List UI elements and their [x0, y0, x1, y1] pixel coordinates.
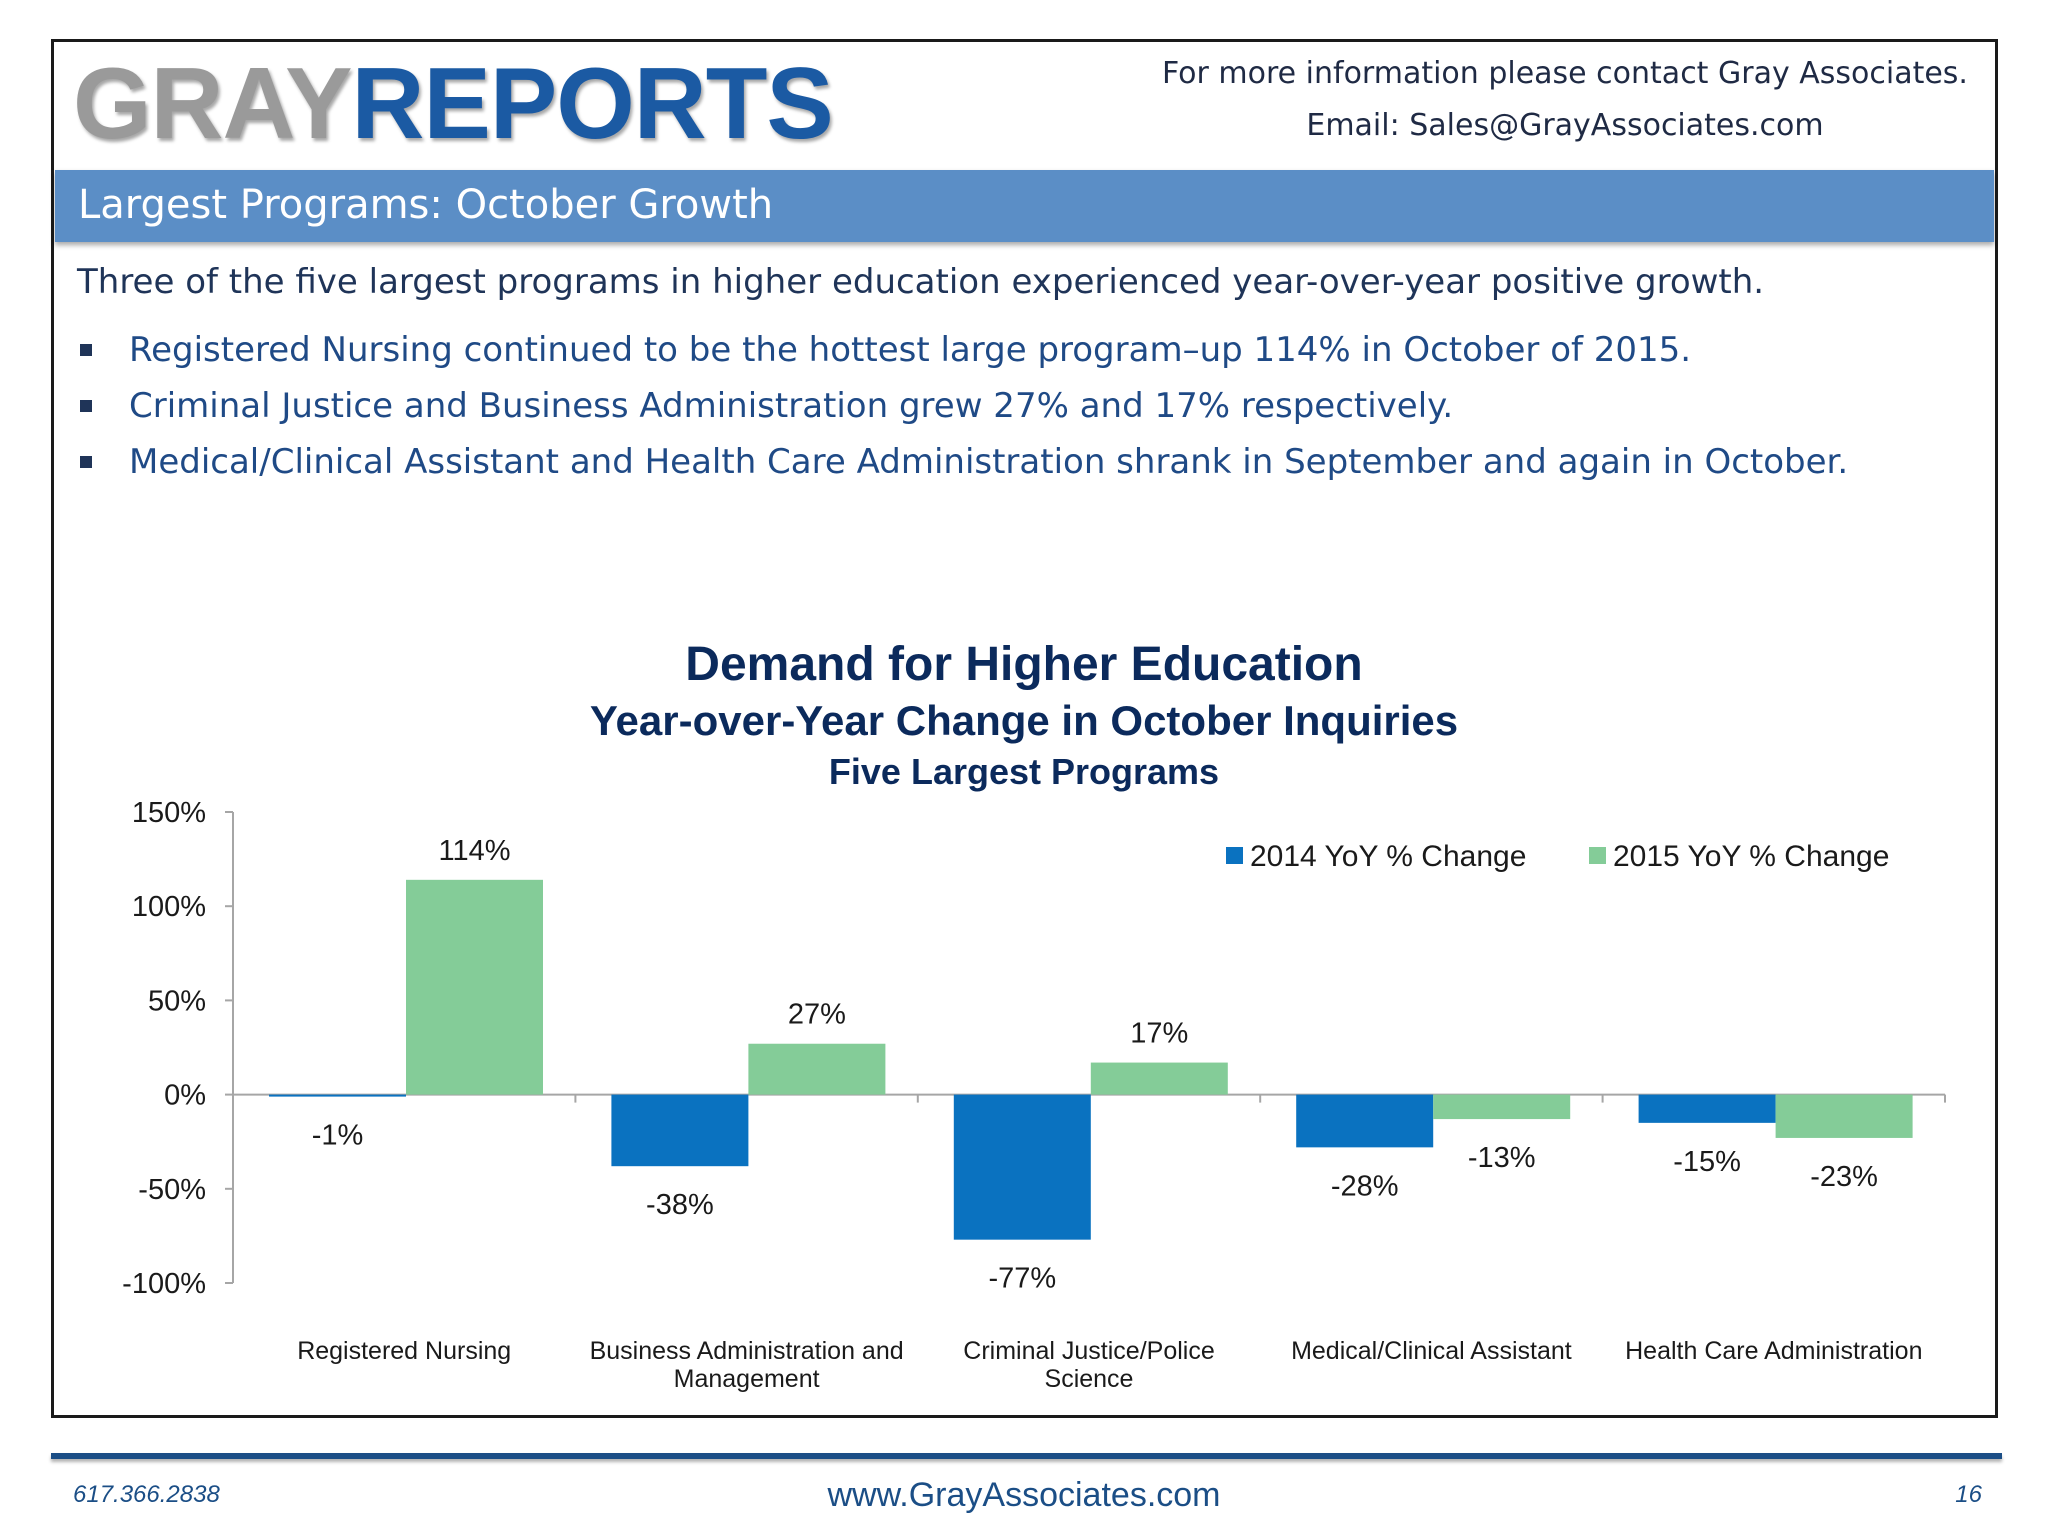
legend-swatch — [1589, 847, 1606, 864]
bullet-square-icon — [80, 400, 92, 412]
x-category-label: Health Care Administration — [1625, 1337, 1922, 1365]
contact-info: For more information please contact Gray… — [1150, 48, 1980, 152]
data-label: -28% — [1331, 1170, 1399, 1202]
y-tick-label: 50% — [148, 985, 206, 1017]
bar — [1775, 1094, 1913, 1138]
x-category-label: Registered Nursing — [297, 1337, 511, 1365]
data-label: -38% — [646, 1189, 714, 1221]
logo-gray-text: GRAY — [73, 48, 353, 160]
gray-reports-logo: GRAYREPORTS — [73, 54, 834, 155]
x-category-label: Business Administration and — [590, 1337, 904, 1365]
bullet-text: Registered Nursing continued to be the h… — [129, 330, 1692, 370]
data-label: 27% — [788, 999, 846, 1031]
bullet-text: Medical/Clinical Assistant and Health Ca… — [129, 442, 1849, 482]
data-label: -15% — [1673, 1146, 1741, 1178]
bullet-square-icon — [80, 344, 92, 356]
x-category-label: Medical/Clinical Assistant — [1291, 1337, 1572, 1365]
bar — [269, 1094, 406, 1097]
data-label: 17% — [1130, 1018, 1188, 1050]
chart-subtitle: Year-over-Year Change in October Inquiri… — [589, 697, 1459, 744]
bullet-text: Criminal Justice and Business Administra… — [129, 386, 1454, 426]
page-number: 16 — [1955, 1481, 1982, 1508]
bar — [748, 1043, 886, 1095]
footer-website-link[interactable]: www.GrayAssociates.com — [827, 1476, 1221, 1514]
chart-subtitle-2: Five Largest Programs — [828, 751, 1220, 792]
bullet-square-icon — [80, 456, 92, 468]
legend-label: 2015 YoY % Change — [1613, 840, 1889, 873]
data-label: -23% — [1810, 1161, 1878, 1193]
x-category-label: Management — [674, 1365, 820, 1393]
data-label: -1% — [312, 1119, 364, 1151]
bullet-list: Registered Nursing continued to be the h… — [77, 322, 1848, 490]
chart-title: Demand for Higher Education — [685, 638, 1363, 691]
slide-title: Largest Programs: October Growth — [78, 182, 774, 228]
footer-divider — [51, 1453, 2002, 1459]
y-tick-label: 150% — [132, 797, 206, 829]
bullet-item: Medical/Clinical Assistant and Health Ca… — [77, 434, 1848, 490]
x-category-label: Criminal Justice/Police — [963, 1337, 1214, 1365]
data-label: -13% — [1468, 1142, 1536, 1174]
bar-chart: 150% 100% 50% 0% -50% -100% -1% 114% Registered … — [122, 797, 1946, 1393]
bar — [1638, 1094, 1776, 1123]
x-category-label: Science — [1045, 1365, 1134, 1393]
data-label: 114% — [438, 835, 510, 867]
bar — [1296, 1094, 1434, 1148]
slide-title-bar: Largest Programs: October Growth — [55, 170, 1994, 242]
logo-reports-text: REPORTS — [351, 48, 834, 160]
data-label: -77% — [988, 1263, 1056, 1295]
contact-line: For more information please contact Gray… — [1162, 56, 1968, 91]
footer-phone: 617.366.2838 — [73, 1481, 220, 1508]
y-tick-label: 100% — [132, 891, 206, 923]
bar — [1090, 1062, 1228, 1095]
y-tick-label: 0% — [164, 1080, 206, 1112]
bar — [406, 879, 543, 1095]
legend-label: 2014 YoY % Change — [1250, 840, 1526, 873]
bar — [611, 1094, 749, 1167]
bar — [953, 1094, 1091, 1240]
y-tick-label: -50% — [138, 1174, 206, 1206]
bullet-item: Registered Nursing continued to be the h… — [77, 322, 1848, 378]
legend-swatch — [1226, 847, 1243, 864]
contact-email: Email: Sales@GrayAssociates.com — [1306, 108, 1824, 143]
intro-text: Three of the five largest programs in hi… — [77, 262, 1765, 302]
y-tick-label: -100% — [122, 1268, 206, 1300]
bullet-item: Criminal Justice and Business Administra… — [77, 378, 1848, 434]
bar — [1433, 1094, 1571, 1120]
